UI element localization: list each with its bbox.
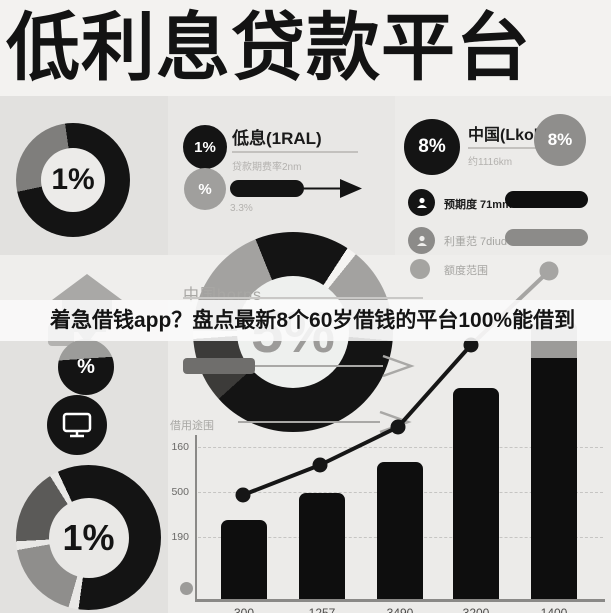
x-axis-tick-label: 300	[233, 606, 255, 613]
black-arrow-bar	[230, 179, 362, 198]
china-row-label: 利重范 7diud	[444, 236, 507, 248]
title-band	[0, 0, 611, 96]
data-point	[390, 419, 406, 435]
y-axis-tick-label: 500	[171, 486, 189, 498]
x-axis-tick-label: 1257	[308, 606, 336, 613]
bar	[299, 493, 345, 599]
data-point	[235, 487, 251, 503]
bar	[377, 462, 423, 599]
loan-section-subtitle: 贷款期费率2nm	[232, 162, 302, 173]
divider	[468, 147, 544, 149]
bar	[531, 358, 577, 599]
x-axis-tick-label: 1400	[540, 606, 568, 613]
data-point	[312, 457, 328, 473]
percent-circle-badge: %	[58, 339, 114, 395]
monitor-circle	[47, 395, 107, 455]
percent-badge-gray: %	[184, 168, 226, 210]
bar	[453, 388, 499, 599]
x-axis-line	[195, 599, 605, 602]
china-side-badge: 8%	[534, 114, 586, 166]
user-icon	[408, 189, 435, 216]
donut-chart-top-left: 1%	[16, 123, 130, 237]
gridline	[198, 447, 603, 448]
china-section-title: 中国(Lkoh)	[468, 127, 549, 144]
loan-caption: 3.3%	[230, 203, 253, 214]
y-axis-tick-label: 190	[171, 531, 189, 543]
x-axis-tick-label: 3200	[462, 606, 490, 613]
monitor-icon	[62, 412, 92, 438]
donut-label: 1%	[41, 148, 105, 212]
page-title: 低利息贷款平台	[6, 6, 531, 89]
donut-label: 1%	[48, 497, 129, 578]
china-badge: 8%	[404, 119, 460, 175]
scope-label: 借用途围	[170, 420, 214, 432]
arrow-right-icon	[340, 179, 362, 198]
headline-text: 着急借钱app？盘点最新8个60岁借钱的平台100%能借到	[50, 309, 576, 332]
donut-chart-bottom-left: 1%	[16, 465, 161, 610]
china-row-label: 预期度 71mm	[444, 199, 512, 211]
divider	[232, 151, 358, 153]
brand-label: 中国horps	[183, 287, 263, 304]
user-icon	[408, 227, 435, 254]
y-axis-tick-label: 160	[171, 441, 189, 453]
data-point	[539, 261, 559, 281]
x-axis-tick-label: 3490	[386, 606, 414, 613]
y-axis-line	[195, 435, 197, 599]
bar	[221, 520, 267, 599]
loan-rate-badge: 1%	[183, 125, 227, 169]
dot-icon	[410, 259, 430, 279]
value-bar-dark	[505, 191, 588, 208]
origin-dot	[180, 582, 193, 595]
value-bar-gray	[505, 229, 588, 246]
divider	[183, 297, 423, 299]
china-section-subtitle: 约1116km	[468, 157, 513, 168]
loan-section-title: 低息(1RAL)	[232, 129, 322, 148]
